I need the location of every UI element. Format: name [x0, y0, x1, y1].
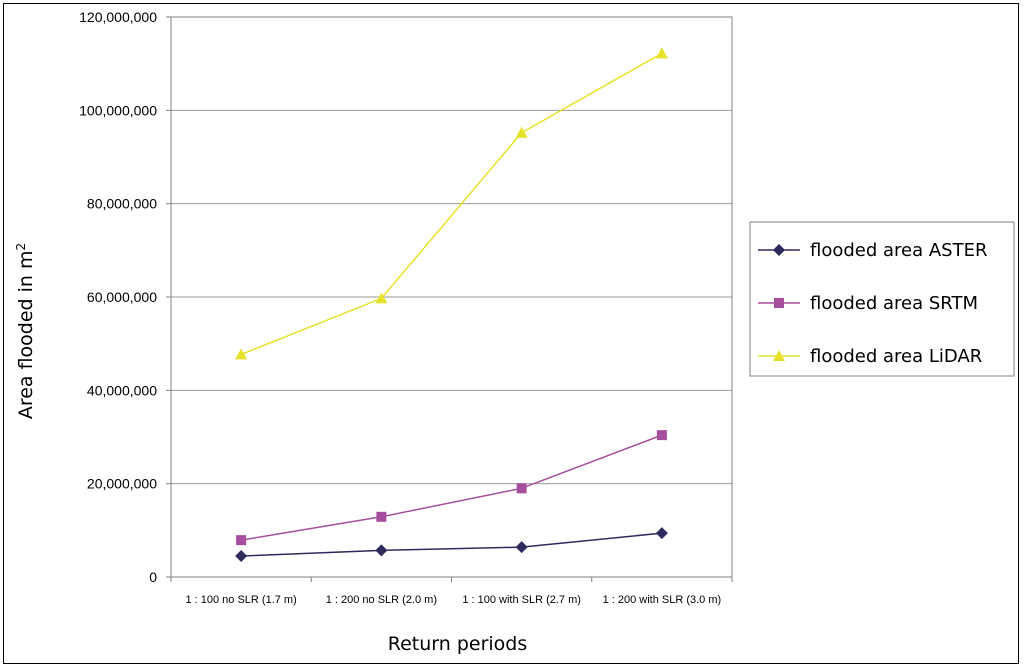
- grid-lines: [171, 109, 732, 485]
- y-tick-label: 0: [149, 569, 157, 585]
- legend-label: flooded area SRTM: [810, 293, 978, 314]
- chart-frame: 0 20,000,000 40,000,000 60,000,000 80,000,00…: [3, 3, 1019, 664]
- y-tick-label: 120,000,000: [79, 9, 157, 25]
- legend: flooded area ASTER flooded area SRTM flood…: [749, 221, 1015, 377]
- series-line: [241, 434, 663, 541]
- legend-marker: [773, 350, 785, 361]
- x-tick-label: 1 : 200 with SLR (3.0 m): [603, 594, 722, 606]
- series-line: [240, 52, 663, 356]
- data-point-marker: [375, 292, 388, 304]
- series-aster: [235, 527, 668, 562]
- y-tick-label: 80,000,000: [87, 196, 157, 212]
- legend-label: flooded area LiDAR: [810, 346, 982, 367]
- x-axis: 1 : 100 no SLR (1.7 m) 1 : 200 no SLR (2.…: [170, 577, 733, 606]
- series-group: [235, 47, 668, 562]
- x-tick-label: 1 : 100 with SLR (2.7 m): [462, 594, 581, 606]
- series-line: [241, 532, 662, 557]
- data-point-marker: [235, 348, 248, 360]
- data-point-marker: [655, 527, 668, 540]
- x-tick-label: 1 : 100 no SLR (1.7 m): [185, 594, 296, 606]
- series-srtm: [236, 430, 667, 546]
- y-tick-label: 60,000,000: [87, 289, 157, 305]
- legend-box: [749, 221, 1015, 377]
- data-point-marker: [376, 511, 387, 522]
- y-axis: 0 20,000,000 40,000,000 60,000,000 80,000,00…: [79, 9, 171, 585]
- y-axis-title-main: Area flooded in m: [15, 250, 37, 419]
- y-tick-label: 100,000,000: [79, 102, 157, 118]
- data-point-marker: [235, 550, 248, 562]
- legend-label: flooded area ASTER: [810, 240, 988, 261]
- line-chart: 0 20,000,000 40,000,000 60,000,000 80,000,00…: [14, 9, 1015, 655]
- data-point-marker: [375, 544, 388, 557]
- series-lidar: [235, 47, 668, 360]
- data-point-marker: [515, 126, 528, 138]
- data-point-marker: [516, 483, 527, 494]
- legend-item: flooded area SRTM: [758, 293, 978, 314]
- data-point-marker: [656, 430, 667, 441]
- x-axis-title: Return periods: [388, 633, 528, 655]
- legend-item: flooded area ASTER: [758, 240, 988, 261]
- data-point-marker: [655, 47, 668, 59]
- data-point-marker: [236, 535, 247, 546]
- y-axis-title-superscript: 2: [14, 243, 28, 251]
- y-tick-label: 40,000,000: [87, 382, 157, 398]
- legend-item: flooded area LiDAR: [758, 346, 982, 367]
- data-point-marker: [515, 541, 528, 554]
- y-axis-title: Area flooded in m2: [14, 243, 37, 419]
- legend-marker: [773, 244, 785, 256]
- y-tick-label: 20,000,000: [87, 476, 157, 492]
- legend-marker: [774, 298, 784, 308]
- x-tick-label: 1 : 200 no SLR (2.0 m): [326, 594, 437, 606]
